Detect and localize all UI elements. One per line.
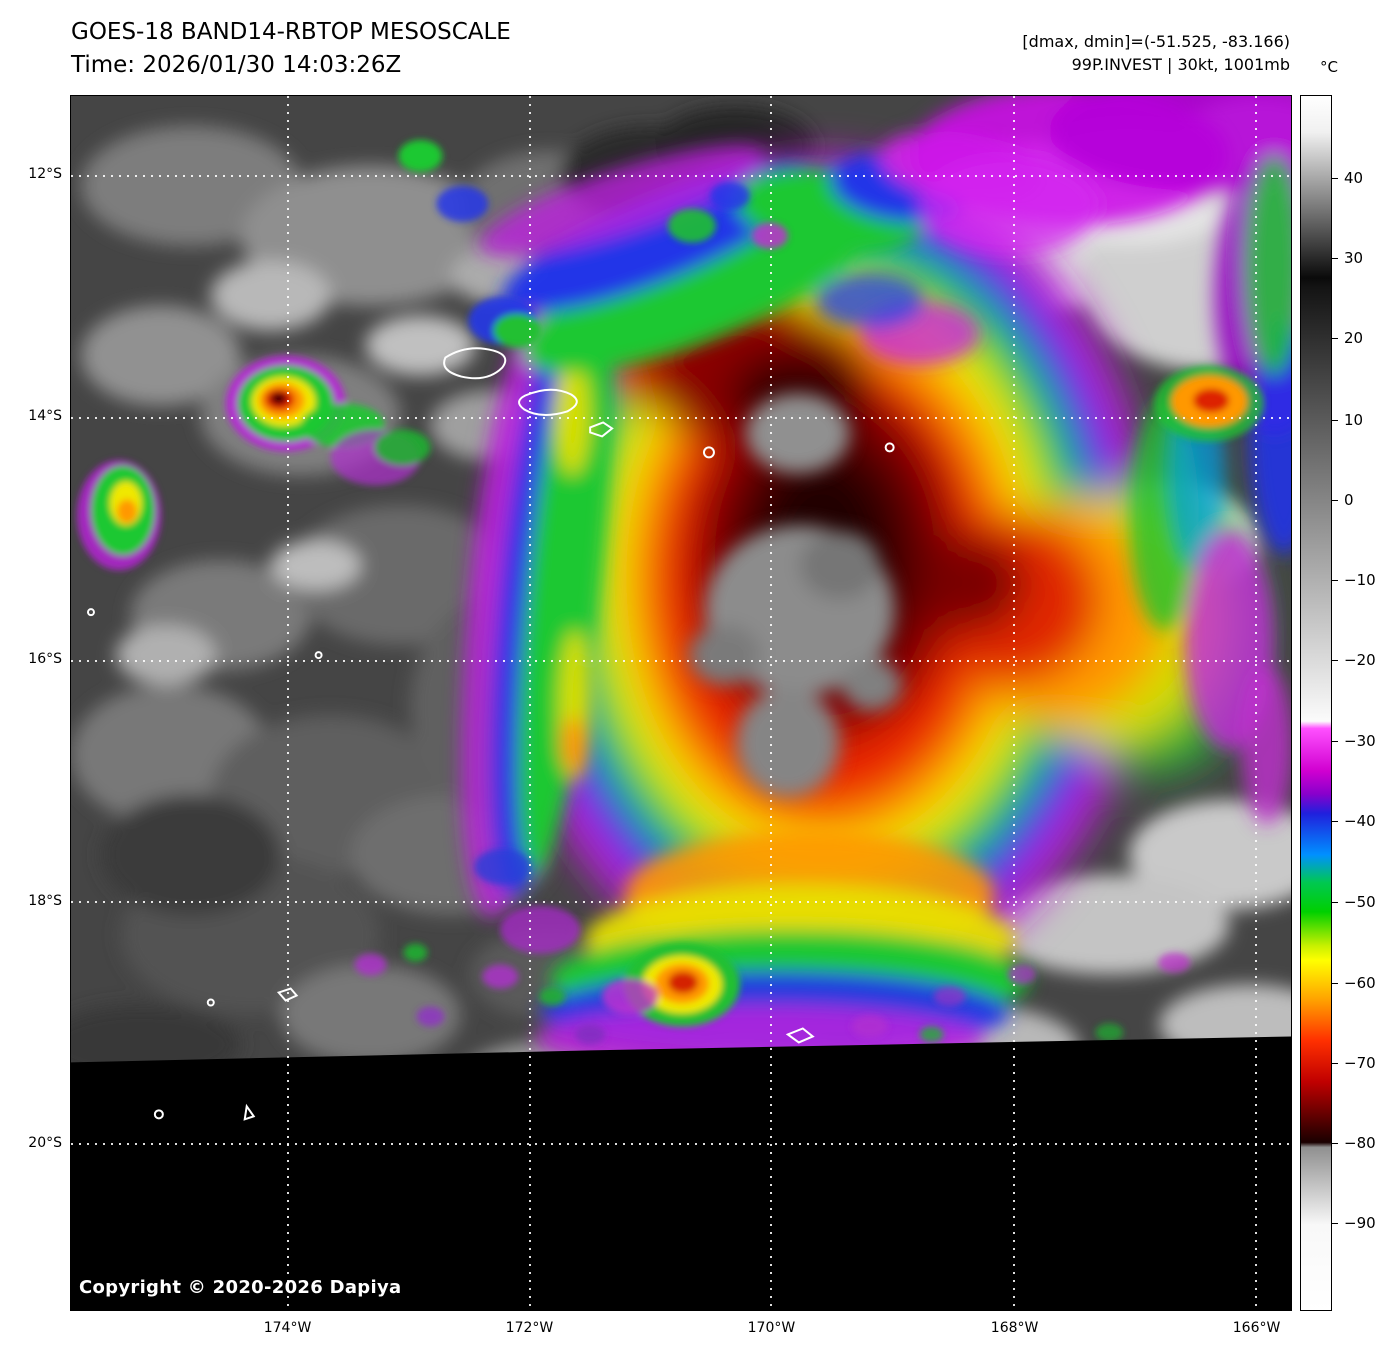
lon-tick-label: 172°W bbox=[505, 1320, 554, 1336]
map-area: Copyright © 2020-2026 Dapiya bbox=[70, 95, 1292, 1311]
lat-tick-label: 12°S bbox=[28, 166, 62, 183]
lat-tick-label: 18°S bbox=[28, 893, 62, 910]
colorbar-tick-mark bbox=[1332, 982, 1338, 984]
lat-tick-label: 20°S bbox=[28, 1135, 62, 1152]
colorbar-tick-label: −90 bbox=[1344, 1214, 1376, 1233]
colorbar-tick-label: −80 bbox=[1344, 1134, 1376, 1153]
colorbar-tick-mark bbox=[1332, 820, 1338, 822]
product-title: GOES-18 BAND14-RBTOP MESOSCALE bbox=[71, 19, 511, 45]
lon-tick-label: 168°W bbox=[990, 1320, 1039, 1336]
colorbar-tick-mark bbox=[1332, 580, 1338, 582]
colorbar-tick-mark bbox=[1332, 1143, 1338, 1145]
satellite-imagery bbox=[71, 96, 1291, 1310]
product-time: Time: 2026/01/30 14:03:26Z bbox=[71, 51, 402, 78]
colorbar-tick-mark bbox=[1332, 419, 1338, 421]
colorbar-tick-mark bbox=[1332, 1223, 1338, 1225]
colorbar-tick-label: 30 bbox=[1344, 248, 1364, 267]
colorbar-tick-mark bbox=[1332, 740, 1338, 742]
colorbar: 40 30 20 10 0 −10 −20 −30 −40 −50 −60 −70 −80 −90 bbox=[1300, 95, 1388, 1311]
lat-tick-label: 16°S bbox=[28, 651, 62, 668]
colorbar-tick-label: −50 bbox=[1344, 893, 1376, 912]
colorbar-tick-label: −60 bbox=[1344, 973, 1376, 992]
storm-info-label: 99P.INVEST | 30kt, 1001mb bbox=[1071, 55, 1290, 75]
colorbar-tick-label: 40 bbox=[1344, 168, 1364, 187]
lon-tick-label: 174°W bbox=[263, 1320, 312, 1336]
colorbar-tick-mark bbox=[1332, 338, 1338, 340]
colorbar-tick-mark bbox=[1332, 177, 1338, 179]
dmax-dmin-label: [dmax, dmin]=(-51.525, -83.166) bbox=[1022, 32, 1290, 51]
colorbar-tick-label: 20 bbox=[1344, 329, 1364, 348]
colorbar-tick-mark bbox=[1332, 257, 1338, 259]
colorbar-tick-mark bbox=[1332, 1062, 1338, 1064]
lon-tick-label: 170°W bbox=[747, 1320, 796, 1336]
copyright-text: Copyright © 2020-2026 Dapiya bbox=[79, 1277, 402, 1298]
header-info-block: [dmax, dmin]=(-51.525, -83.166) 99P.INVE… bbox=[1022, 30, 1290, 76]
colorbar-tick-mark bbox=[1332, 902, 1338, 904]
lat-tick-label: 14°S bbox=[28, 408, 62, 425]
colorbar-tick-label: −10 bbox=[1344, 571, 1376, 590]
colorbar-tick-label: 0 bbox=[1344, 490, 1354, 509]
header-block: GOES-18 BAND14-RBTOP MESOSCALE Time: 202… bbox=[71, 16, 511, 81]
colorbar-tick-label: −30 bbox=[1344, 731, 1376, 750]
colorbar-tick-label: −20 bbox=[1344, 651, 1376, 670]
no-data-region bbox=[71, 1036, 1291, 1310]
coastlines bbox=[86, 347, 895, 1121]
colorbar-tick-label: −70 bbox=[1344, 1053, 1376, 1072]
colorbar-tick-label: 10 bbox=[1344, 410, 1364, 429]
lon-tick-label: 166°W bbox=[1232, 1320, 1281, 1336]
colorbar-tick-label: −40 bbox=[1344, 811, 1376, 830]
small-convective-cells bbox=[76, 139, 1265, 1045]
colorbar-unit-label: °C bbox=[1320, 58, 1338, 76]
colorbar-tick-mark bbox=[1332, 499, 1338, 501]
colorbar-tick-mark bbox=[1332, 660, 1338, 662]
colorbar-gradient bbox=[1300, 95, 1332, 1311]
